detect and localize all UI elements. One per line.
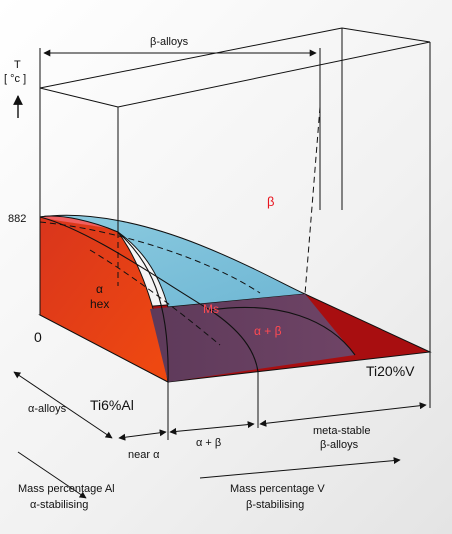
front-box: [39, 88, 119, 315]
alpha-beta-phase-label: α + β: [254, 324, 282, 338]
alpha-phase-label: α: [96, 282, 103, 296]
alpha-beta-region: [150, 294, 355, 382]
beta-phase-label: β: [267, 194, 274, 209]
tick-0-label: 0: [34, 329, 42, 345]
phase-boundaries: [39, 216, 356, 383]
t-symbol-label: T: [14, 59, 21, 71]
back-box: [39, 27, 431, 352]
al-caption-2: α-stabilising: [30, 499, 88, 511]
metastable-label-2: β-alloys: [320, 439, 359, 451]
t-unit-label: [ °c ]: [4, 73, 26, 85]
dashed-boundaries: [39, 106, 321, 346]
near-alpha-label: near α: [128, 449, 160, 461]
alpha-alloys-label: α-alloys: [28, 403, 67, 415]
alpha-cap: [40, 216, 118, 232]
tick-882-label: 882: [8, 213, 26, 225]
ti20v-label: Ti20%V: [366, 363, 415, 379]
ti6al-label: Ti6%Al: [90, 397, 134, 413]
v-caption-1: Mass percentage V: [230, 483, 325, 495]
beta-surface: [39, 214, 307, 308]
ms-label: Ms: [203, 302, 219, 316]
beta-alloys-top-label: β-alloys: [150, 36, 189, 48]
metastable-label-1: meta-stable: [313, 425, 370, 437]
bottom-arrows: [13, 352, 431, 499]
hex-label: hex: [90, 297, 109, 311]
alpha-beta-bottom-label: α + β: [196, 437, 221, 449]
v-caption-2: β-stabilising: [246, 499, 304, 511]
al-caption-1: Mass percentage Al: [18, 483, 115, 495]
